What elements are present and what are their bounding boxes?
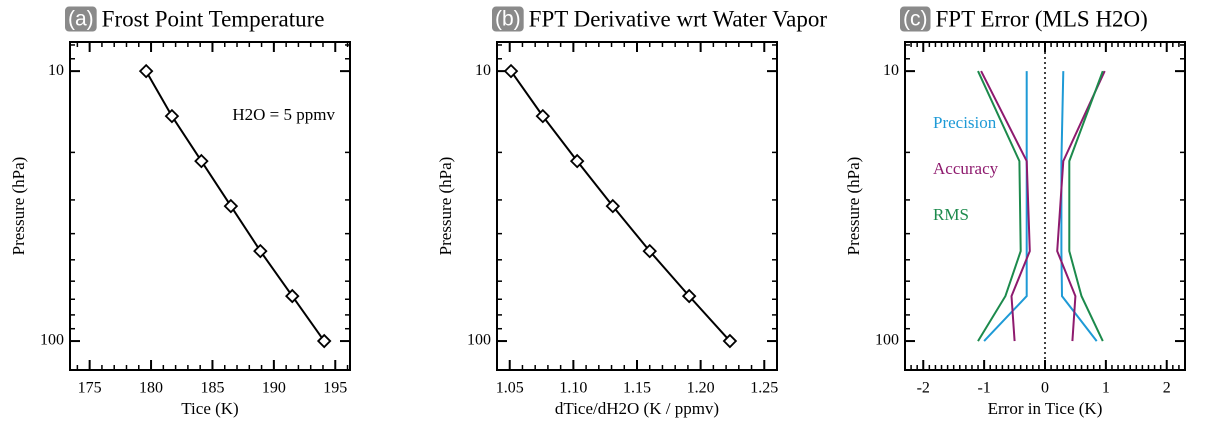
diamond-marker [569,153,585,169]
data-line [977,70,1022,342]
diamond-marker [253,243,268,259]
diamond-marker [722,333,738,349]
legend-label: RMS [933,205,969,224]
x-tick-label: 0 [1041,380,1049,397]
x-tick-label: 185 [200,380,224,397]
x-tick-label: 1.10 [559,380,587,397]
x-tick-label: -2 [917,380,930,397]
y-tick-label: 10 [48,62,64,79]
plot-frame [496,41,778,371]
panel-label: (c) [903,8,928,31]
diamond-marker [316,333,332,349]
plot-frame [69,41,351,371]
x-axis-title: Error in Tice (K) [988,399,1103,418]
panel-label: (b) [495,8,521,31]
legend-label: Precision [933,113,997,132]
y-tick-label: 10 [475,62,491,79]
y-tick-label: 100 [40,332,64,349]
diamond-marker [285,288,300,304]
diamond-marker [138,63,154,79]
panel-title: Frost Point Temperature [102,6,325,31]
data-line [980,70,1031,342]
x-tick-label: 2 [1163,380,1171,397]
x-axis-title: dTice/dH2O (K / ppmv) [555,399,719,418]
y-tick-label: 100 [875,332,899,349]
y-tick-label: 100 [467,332,491,349]
y-tick-label: 10 [883,62,899,79]
panel: (a) Frost Point Temperature 175 180 185 190 19… [9,6,351,418]
diamond-marker [535,108,551,124]
panel: (c) FPT Error (MLS H2O) -2 -1 0 1 2 10 100 Error … [844,6,1186,418]
panel: (b) FPT Derivative wrt Water Vapor 1.05 1.1… [436,6,827,418]
y-axis-title: Pressure (hPa) [9,157,28,256]
x-tick-label: 1.15 [623,380,651,397]
diamond-marker [194,153,209,169]
y-axis-title: Pressure (hPa) [436,157,455,256]
diamond-marker [164,108,180,124]
diamond-marker [681,288,697,304]
x-tick-label: 1.05 [496,380,524,397]
data-line [1056,70,1106,342]
panel-title: FPT Error (MLS H2O) [936,6,1148,31]
y-axis-title: Pressure (hPa) [844,157,863,256]
x-tick-label: 180 [139,380,163,397]
data-line [1060,71,1098,342]
diamond-marker [503,63,519,79]
x-tick-label: 190 [262,380,286,397]
x-axis-title: Tice (K) [181,399,238,418]
diamond-marker [223,198,239,214]
panel-label-bg [900,6,931,32]
x-tick-label: 1.20 [687,380,715,397]
x-tick-label: -1 [977,380,990,397]
annotation: H2O = 5 ppmv [232,105,335,124]
panel-label-bg [492,6,524,32]
x-tick-label: 175 [78,380,102,397]
panel-label: (a) [68,8,94,31]
x-tick-label: 1.25 [750,380,778,397]
panel-label-bg [65,6,97,32]
x-tick-label: 1 [1102,380,1110,397]
data-line [1068,70,1104,342]
x-tick-label: 195 [323,380,347,397]
diamond-marker [605,198,621,214]
diamond-marker [642,243,657,259]
legend-label: Accuracy [933,159,999,178]
panel-title: FPT Derivative wrt Water Vapor [529,6,828,31]
